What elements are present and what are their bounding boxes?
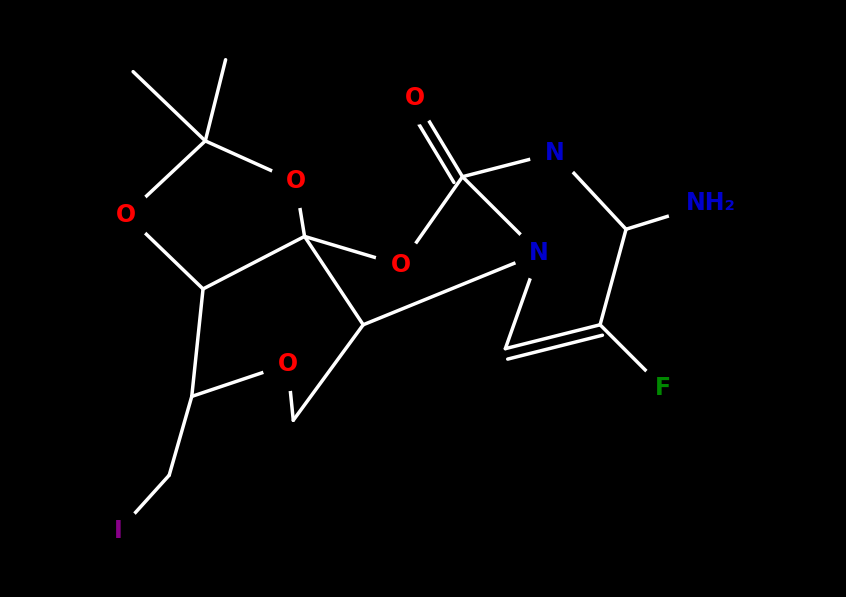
Text: NH₂: NH₂ — [686, 191, 735, 215]
Text: O: O — [285, 170, 305, 193]
Text: O: O — [405, 86, 426, 110]
Circle shape — [640, 364, 686, 412]
Circle shape — [96, 507, 141, 555]
Text: F: F — [655, 376, 672, 400]
Text: I: I — [114, 519, 123, 543]
Text: O: O — [277, 352, 298, 376]
Circle shape — [376, 239, 426, 291]
Text: N: N — [530, 241, 549, 265]
Circle shape — [390, 72, 440, 124]
Text: O: O — [390, 253, 410, 277]
Circle shape — [102, 189, 151, 241]
Text: O: O — [116, 203, 136, 227]
Circle shape — [271, 155, 321, 208]
Circle shape — [514, 227, 564, 279]
Circle shape — [667, 158, 754, 248]
Circle shape — [530, 127, 580, 179]
Circle shape — [263, 338, 312, 390]
Text: N: N — [545, 141, 565, 165]
